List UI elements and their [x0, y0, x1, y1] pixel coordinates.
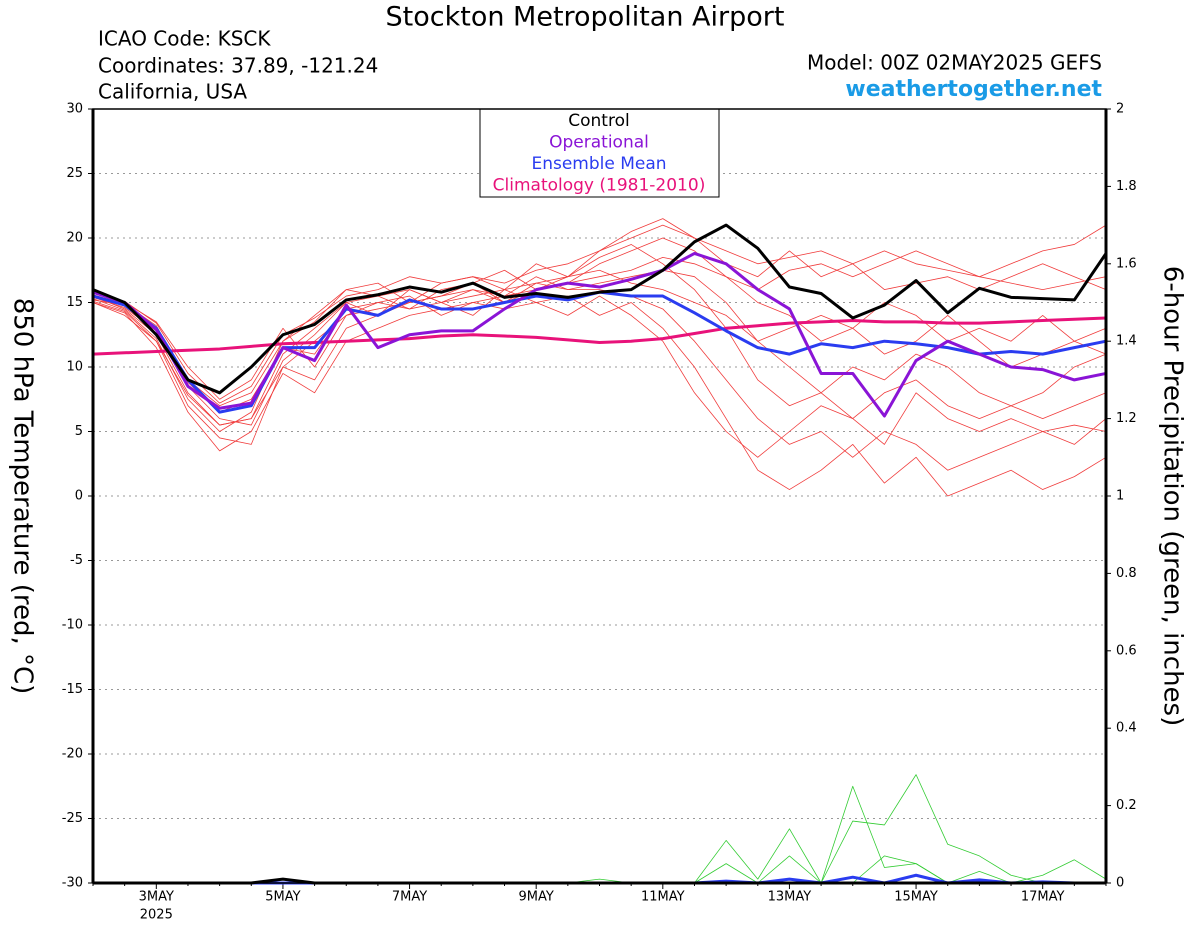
y2-axis-label: 6-hour Precipitation (green, inches)	[1158, 266, 1188, 726]
legend-entry: Ensemble Mean	[531, 154, 666, 174]
member-line	[92, 282, 1107, 471]
y-tick-label: -5	[70, 553, 83, 568]
member-line	[92, 295, 1107, 458]
source: weathertogether.net	[845, 77, 1102, 102]
chart-title: Stockton Metropolitan Airport	[386, 2, 785, 33]
y-tick-label: 25	[66, 166, 83, 181]
station-info: ICAO Code: KSCK	[98, 27, 271, 51]
member-line	[92, 289, 1107, 497]
member-line	[92, 269, 1107, 426]
series-line	[92, 251, 1107, 418]
y2-tick-label: 1	[1116, 489, 1124, 504]
x-tick-label: 5MAY	[265, 890, 300, 905]
y2-tick-label: 1.8	[1116, 179, 1137, 194]
y-tick-label: -20	[62, 747, 83, 762]
y-tick-label: 10	[66, 360, 83, 375]
y2-tick-label: 0	[1116, 876, 1124, 891]
y-axis-label: 850 hPa Temperature (red, °C)	[8, 298, 38, 695]
x-tick-label: 11MAY	[641, 890, 685, 905]
y-tick-label: -25	[62, 811, 83, 826]
x-year-label: 2025	[140, 908, 173, 923]
legend-entry: Climatology (1981-2010)	[493, 176, 706, 196]
y-tick-label: 20	[66, 231, 83, 246]
series-line	[92, 316, 1107, 356]
y2-tick-label: 0.2	[1116, 798, 1137, 813]
member-line	[92, 224, 1107, 445]
y-tick-label: -30	[62, 876, 83, 891]
member-line	[92, 269, 1107, 426]
station-info: Coordinates: 37.89, -121.24	[98, 54, 378, 78]
x-tick-label: 9MAY	[519, 890, 554, 905]
y-tick-label: -10	[62, 618, 83, 633]
y2-tick-label: 2	[1116, 102, 1124, 117]
y-tick-label: 30	[66, 102, 83, 117]
y-tick-label: -15	[62, 682, 83, 697]
series-line	[92, 223, 1108, 395]
y2-tick-label: 0.8	[1116, 566, 1137, 581]
legend-box	[479, 108, 720, 198]
legend-entry: Control	[568, 111, 629, 131]
y-tick-label: 0	[75, 489, 83, 504]
y2-tick-label: 0.6	[1116, 643, 1137, 658]
x-tick-label: 13MAY	[768, 890, 812, 905]
y2-tick-label: 1.2	[1116, 411, 1137, 426]
x-tick-label: 7MAY	[392, 890, 427, 905]
y-tick-label: 5	[75, 424, 83, 439]
y2-tick-label: 1.6	[1116, 256, 1137, 271]
model-info: Model: 00Z 02MAY2025 GEFS	[807, 51, 1102, 75]
y2-tick-label: 1.4	[1116, 334, 1137, 349]
y-tick-label: 15	[66, 295, 83, 310]
x-tick-label: 3MAY	[139, 890, 174, 905]
y2-tick-label: 0.4	[1116, 721, 1137, 736]
legend-entry: Operational	[549, 133, 649, 153]
station-info: California, USA	[98, 80, 247, 104]
x-tick-label: 15MAY	[894, 890, 938, 905]
member-line	[92, 218, 1107, 404]
x-tick-label: 17MAY	[1021, 890, 1065, 905]
